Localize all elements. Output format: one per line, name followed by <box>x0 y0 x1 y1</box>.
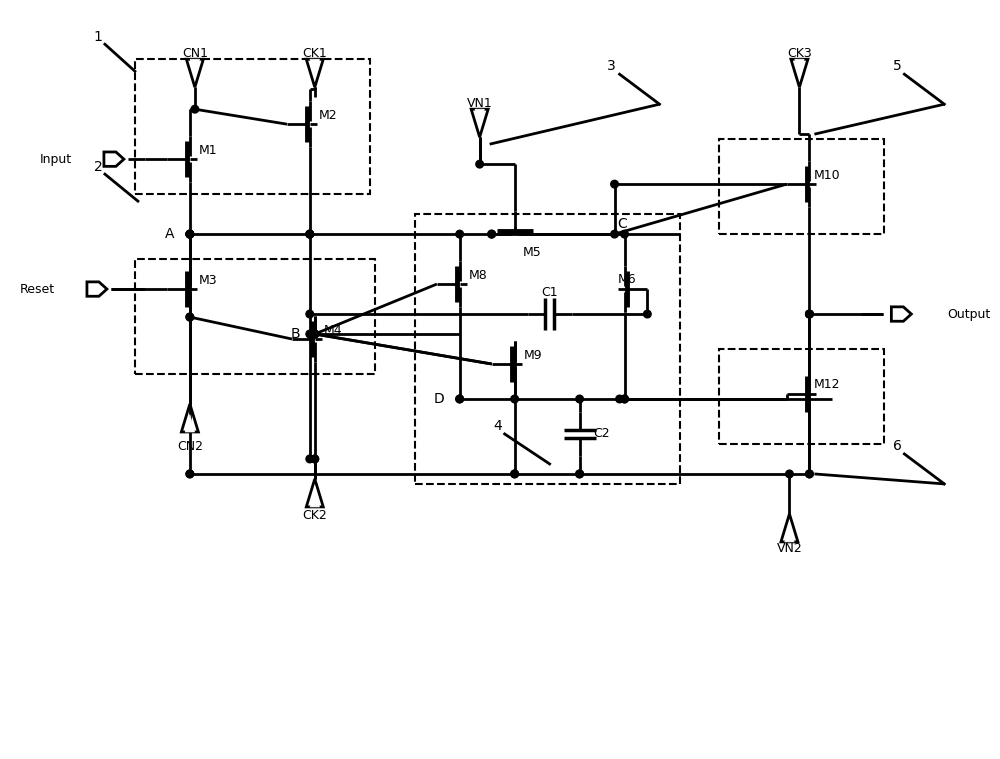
Circle shape <box>488 230 495 238</box>
Text: VN1: VN1 <box>467 96 493 110</box>
Bar <box>719 139 884 234</box>
Circle shape <box>806 470 813 477</box>
Text: CK3: CK3 <box>787 47 812 60</box>
Circle shape <box>786 470 793 477</box>
Circle shape <box>511 470 518 477</box>
Text: CK1: CK1 <box>302 47 327 60</box>
Text: M12: M12 <box>814 379 841 392</box>
Circle shape <box>306 230 314 238</box>
Circle shape <box>576 470 583 477</box>
Text: C: C <box>618 217 627 231</box>
Text: M8: M8 <box>468 269 487 282</box>
Polygon shape <box>785 524 794 542</box>
Text: C2: C2 <box>593 427 610 440</box>
Circle shape <box>611 230 618 238</box>
Circle shape <box>186 230 194 238</box>
Circle shape <box>186 230 194 238</box>
Circle shape <box>306 230 314 238</box>
Text: M6: M6 <box>618 272 637 285</box>
Circle shape <box>488 230 495 238</box>
Circle shape <box>511 395 518 403</box>
Circle shape <box>806 310 813 318</box>
Circle shape <box>186 470 194 477</box>
Circle shape <box>186 313 194 321</box>
Circle shape <box>511 470 518 477</box>
Polygon shape <box>475 109 484 127</box>
Text: M10: M10 <box>814 168 841 181</box>
Polygon shape <box>185 414 195 432</box>
Text: 3: 3 <box>607 59 616 73</box>
Circle shape <box>306 330 314 338</box>
Circle shape <box>306 230 314 238</box>
Circle shape <box>311 330 319 338</box>
Circle shape <box>306 310 314 318</box>
Circle shape <box>806 310 813 318</box>
Text: Reset: Reset <box>20 282 55 295</box>
Circle shape <box>306 455 314 463</box>
Circle shape <box>311 330 319 338</box>
Text: 1: 1 <box>93 30 102 44</box>
Text: M4: M4 <box>323 323 342 336</box>
Circle shape <box>806 470 813 477</box>
Bar <box>135 259 375 374</box>
Text: 6: 6 <box>893 439 902 453</box>
Text: M2: M2 <box>318 109 337 121</box>
Circle shape <box>311 455 319 463</box>
Circle shape <box>456 395 463 403</box>
Text: M1: M1 <box>199 143 217 156</box>
Circle shape <box>186 313 194 321</box>
Text: D: D <box>434 392 445 406</box>
Circle shape <box>621 230 628 238</box>
Polygon shape <box>310 59 319 77</box>
Text: CN2: CN2 <box>177 440 203 453</box>
Text: M5: M5 <box>523 246 542 259</box>
Polygon shape <box>190 59 200 77</box>
Circle shape <box>616 395 623 403</box>
Circle shape <box>186 230 194 238</box>
Text: B: B <box>290 327 300 341</box>
Text: C1: C1 <box>541 285 558 298</box>
Circle shape <box>576 470 583 477</box>
Circle shape <box>311 455 319 463</box>
Text: VN2: VN2 <box>777 543 802 556</box>
Text: CK2: CK2 <box>302 509 327 522</box>
Circle shape <box>456 230 463 238</box>
Circle shape <box>644 310 651 318</box>
Text: CN1: CN1 <box>182 47 208 60</box>
Bar <box>415 214 680 484</box>
Bar <box>135 59 370 194</box>
Text: M9: M9 <box>523 348 542 361</box>
Text: Output: Output <box>947 307 991 320</box>
Circle shape <box>186 230 194 238</box>
Text: 5: 5 <box>893 59 902 73</box>
Polygon shape <box>795 59 804 77</box>
Polygon shape <box>310 490 319 507</box>
Text: 2: 2 <box>94 160 102 174</box>
Circle shape <box>611 181 618 188</box>
Circle shape <box>456 395 463 403</box>
Circle shape <box>621 395 628 403</box>
Circle shape <box>576 395 583 403</box>
Bar <box>719 349 884 444</box>
Circle shape <box>191 106 199 113</box>
Circle shape <box>621 395 628 403</box>
Text: M3: M3 <box>199 273 217 287</box>
Text: 4: 4 <box>493 419 502 433</box>
Circle shape <box>186 470 194 477</box>
Circle shape <box>806 310 813 318</box>
Circle shape <box>311 330 319 338</box>
Circle shape <box>476 160 483 168</box>
Text: Input: Input <box>40 153 72 165</box>
Text: A: A <box>165 227 175 241</box>
